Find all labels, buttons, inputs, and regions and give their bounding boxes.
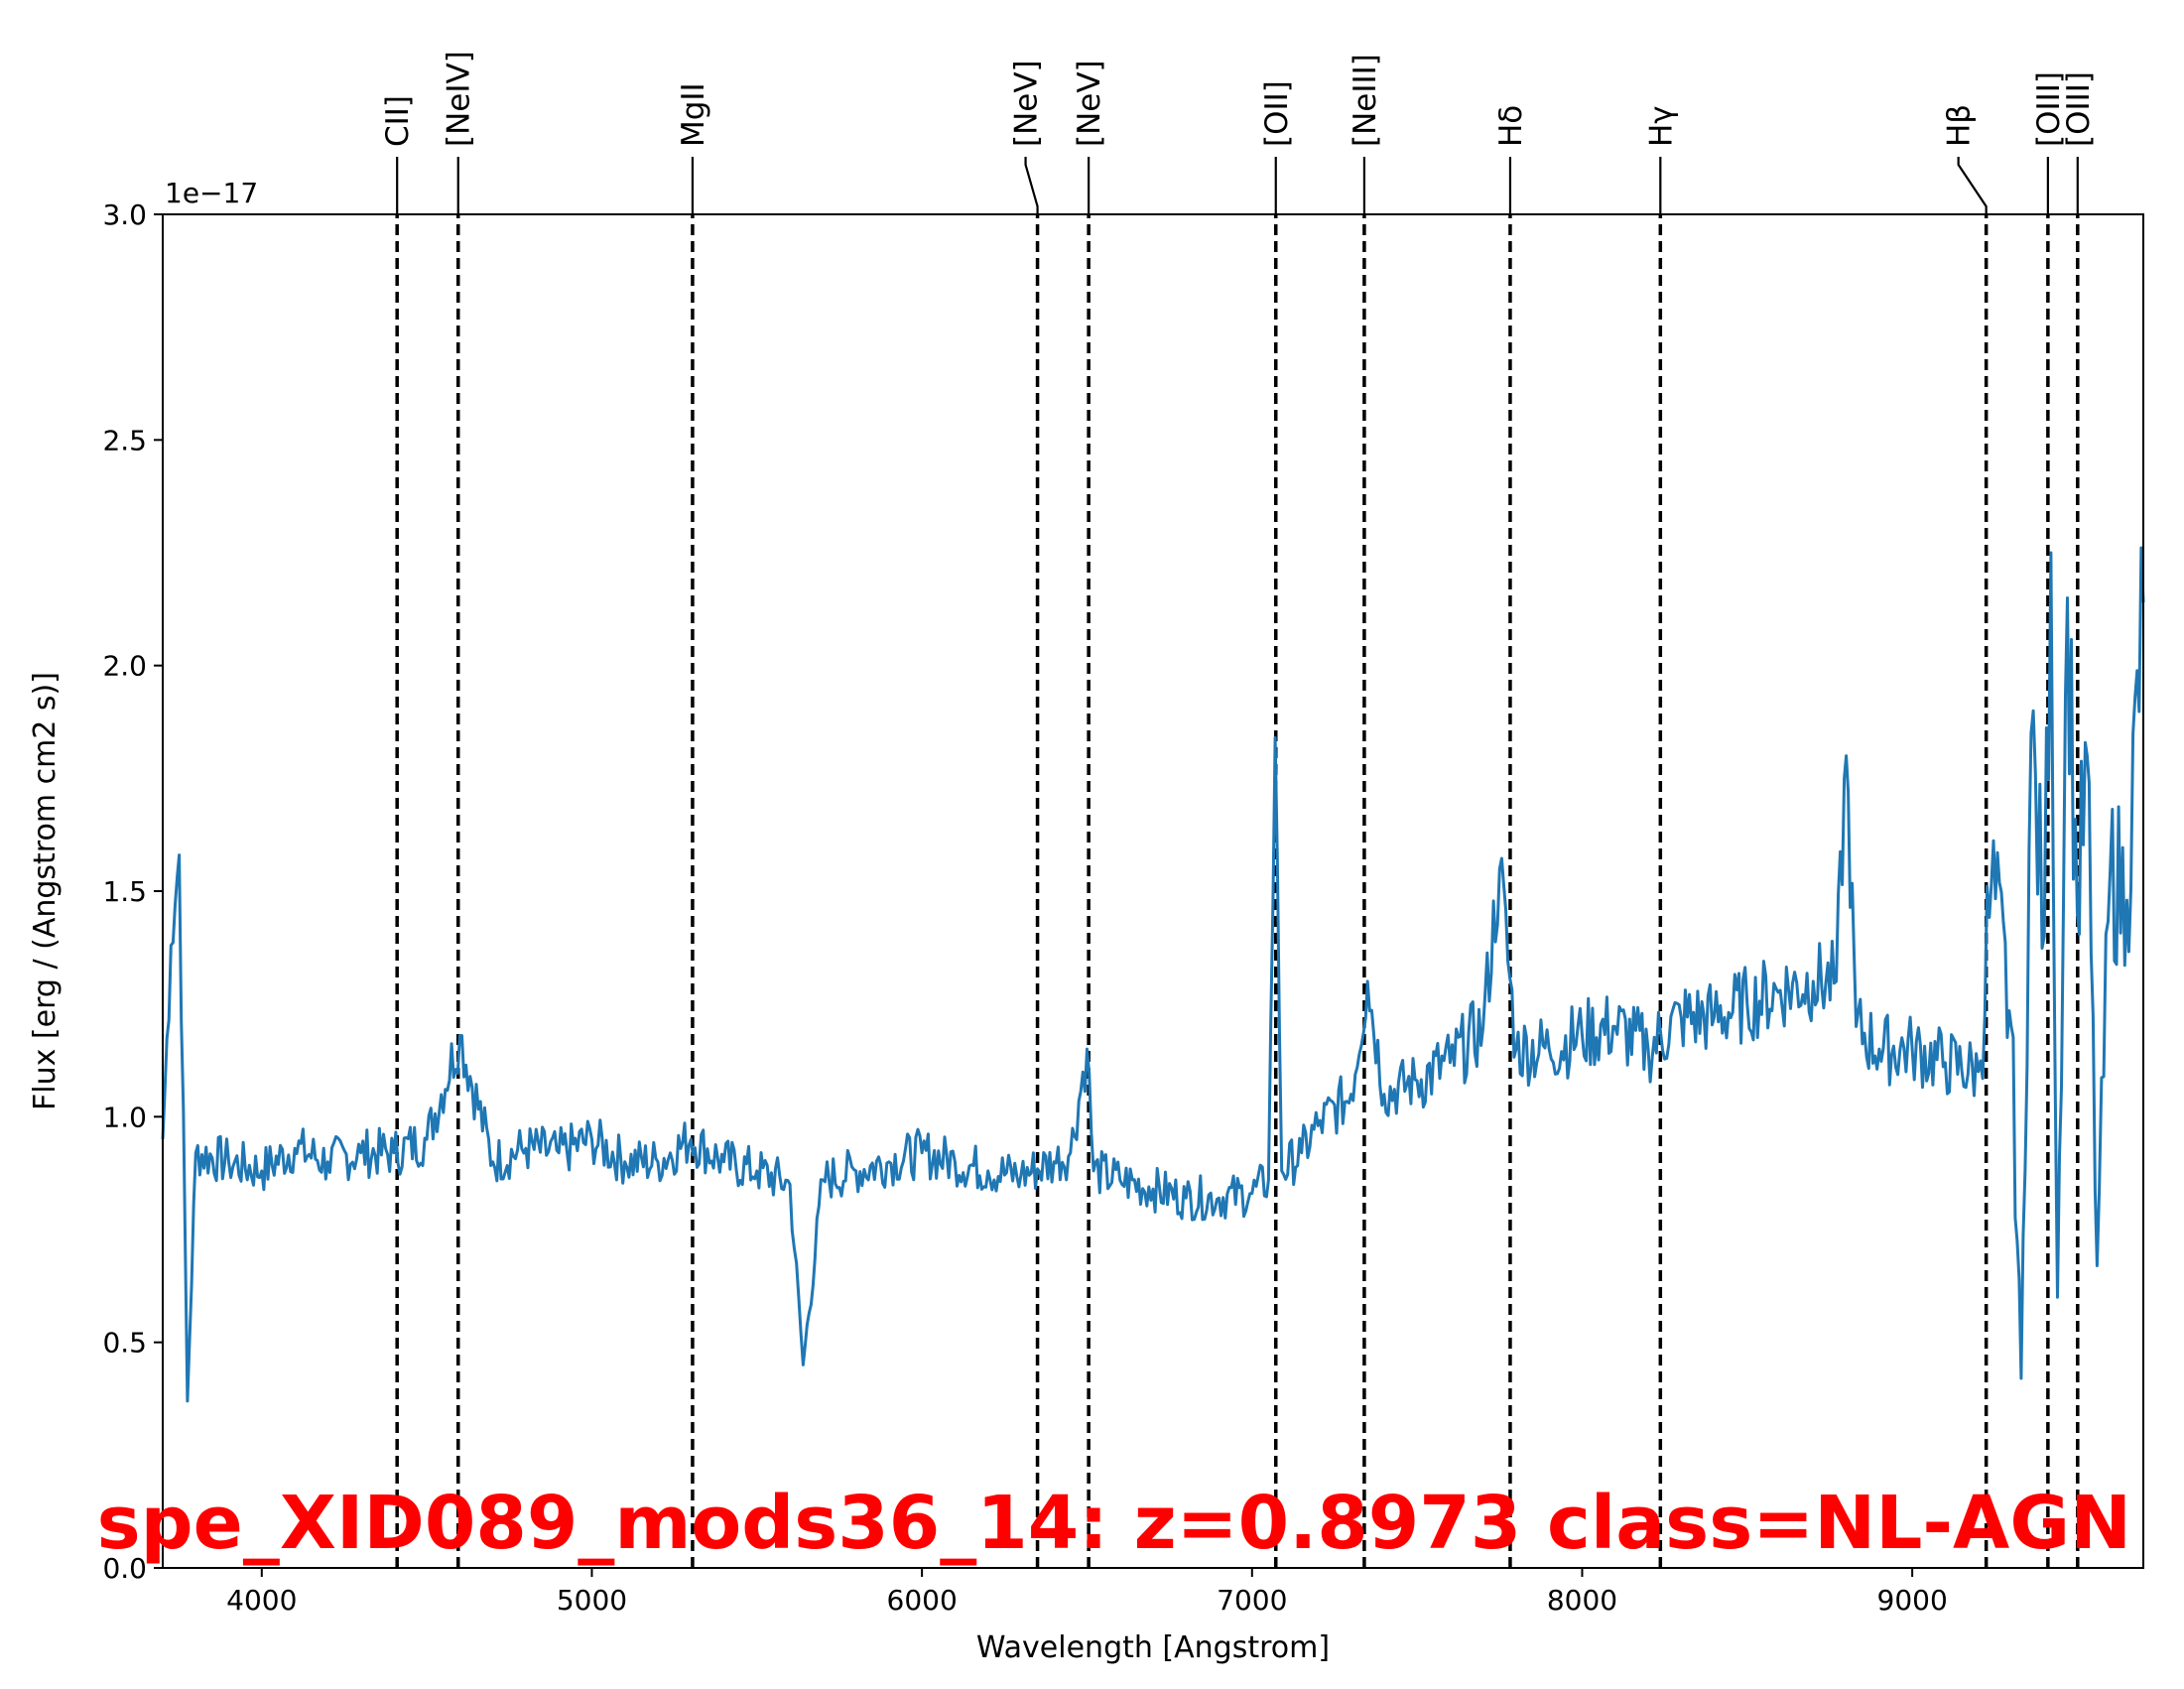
line-marker-label: CII] [380,95,416,147]
series-line [161,546,2145,1403]
y-tick-label: 2.0 [102,650,147,683]
x-tick-label: 5000 [557,1584,627,1617]
x-axis-label: Wavelength [Angstrom] [976,1630,1330,1665]
line-marker-label: [NeIV] [442,51,477,147]
x-tick-label: 4000 [226,1584,297,1617]
x-tick-label: 6000 [887,1584,958,1617]
line-marker-label: [NeIII] [1348,54,1383,147]
line-marker-leader [1024,157,1039,214]
y-axis-label: Flux [erg / (Angstrom cm2 s)] [28,672,63,1110]
line-marker-label: Hγ [1643,105,1679,147]
line-marker-label: [OIII] [2061,71,2097,147]
chart-title: spe_XID089_mods36_14: z=0.8973 class=NL-… [97,1481,2131,1566]
y-tick-label: 0.0 [102,1552,147,1585]
y-tick-label: 1.5 [102,875,147,908]
spectrum-series [161,546,2145,1403]
line-marker-label: [OII] [1259,80,1295,147]
line-marker-label: [NeV] [1072,60,1107,147]
line-marker-label: Hβ [1942,104,1978,147]
x-tick-label: 7000 [1217,1584,1287,1617]
y-tick-label: 3.0 [102,198,147,231]
axes: 4000 5000 6000 7000 8000 9000 0.0 0.5 1.0 1.5 2.0 2… [102,198,2144,1617]
y-tick-label: 0.5 [102,1327,147,1360]
line-marker-label: [NeV] [1009,60,1045,147]
line-marker-label: MgII [676,82,711,147]
y-tick-label: 2.5 [102,424,147,456]
emission-line-markers: CII] [NeIV] MgII [NeV] [NeV] [OII] [NeIII] Hδ Hγ… [380,51,2097,1568]
line-marker-label: [OIII] [2031,71,2067,147]
y-tick-label: 1.0 [102,1101,147,1133]
line-marker-leader [1957,157,1988,214]
y-offset-label: 1e−17 [165,177,258,209]
line-marker-label: Hδ [1493,105,1529,147]
x-tick-label: 8000 [1547,1584,1617,1617]
x-tick-label: 9000 [1877,1584,1948,1617]
